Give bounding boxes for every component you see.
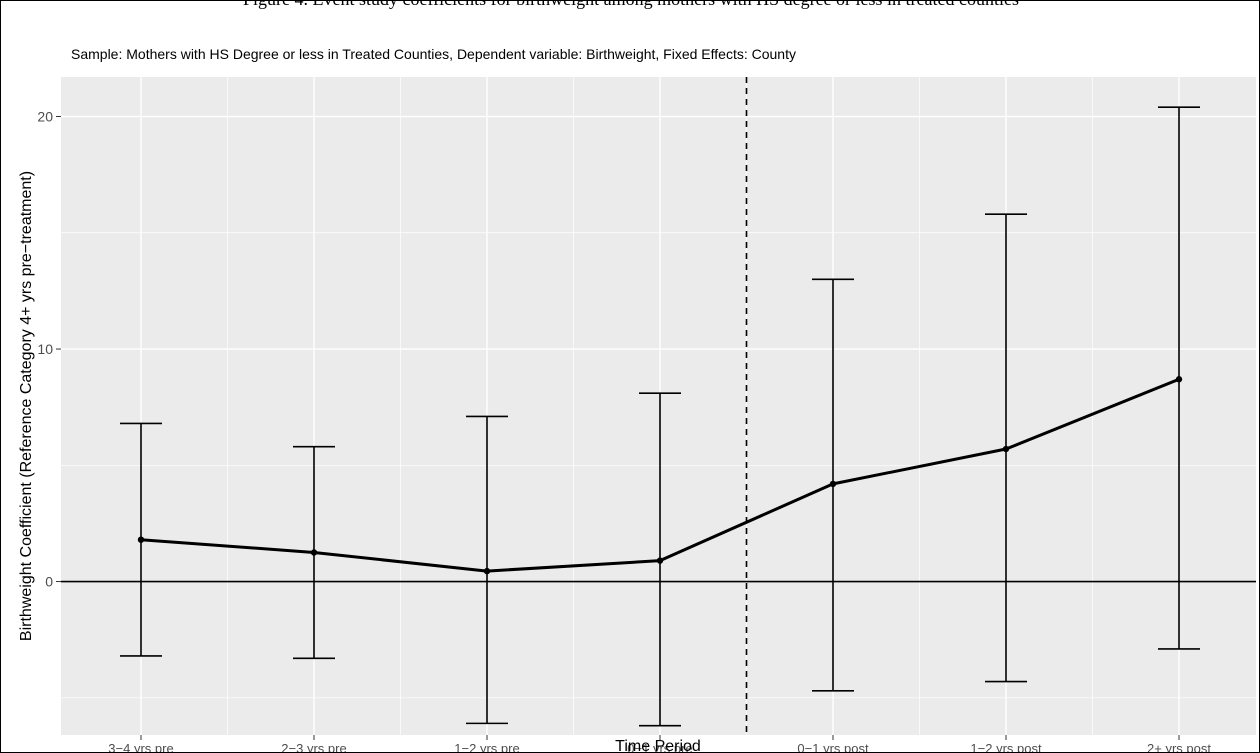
x-axis-title: Time Period <box>615 738 701 753</box>
y-tick-label: 0 <box>45 574 53 590</box>
x-tick-label: 0−1 yrs pre <box>627 741 692 753</box>
figure-caption: Figure 4. Event study coefficients for b… <box>1 1 1259 10</box>
x-tick-label: 2−3 yrs pre <box>281 741 346 753</box>
x-tick-label: 1−2 yrs pre <box>454 741 519 753</box>
x-tick-label: 0−1 yrs post <box>797 741 869 753</box>
data-point <box>1002 445 1010 453</box>
x-tick-label: 2+ yrs post <box>1147 741 1211 753</box>
data-point <box>1175 376 1183 383</box>
x-axis: 3−4 yrs pre 2−3 yrs pre 1−2 yrs pre 0−1 yrs… <box>108 735 1211 753</box>
series-points <box>137 376 1183 575</box>
data-point <box>656 557 664 564</box>
minor-gridlines <box>61 77 1256 735</box>
y-axis-title: Birthweight Coefficient (Reference Categ… <box>18 171 35 641</box>
data-point <box>137 536 145 543</box>
y-tick-label: 20 <box>37 109 53 125</box>
x-tick-label: 1−2 yrs post <box>970 741 1042 753</box>
y-axis: 0 10 20 <box>37 109 61 590</box>
x-tick-label: 3−4 yrs pre <box>108 741 173 753</box>
data-point <box>829 480 837 488</box>
plot-panel <box>61 77 1256 735</box>
y-tick-label: 10 <box>37 341 53 357</box>
data-point <box>483 567 491 575</box>
chart-title: Sample: Mothers with HS Degree or less i… <box>71 46 796 62</box>
data-point <box>310 549 318 556</box>
